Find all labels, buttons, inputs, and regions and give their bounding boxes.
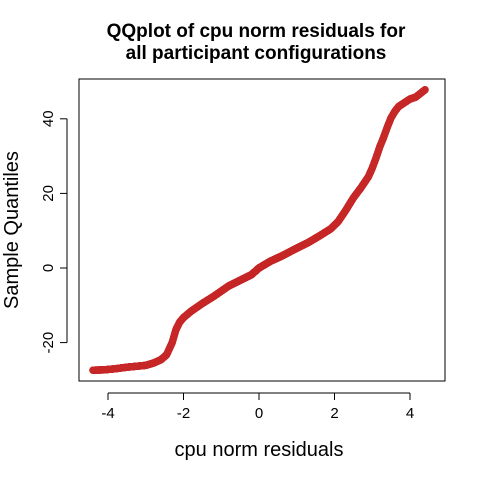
y-tick-label: 0 — [40, 264, 57, 272]
x-axis: -4 -2 0 2 4 — [101, 392, 414, 422]
y-tick-label: 20 — [40, 185, 57, 202]
y-axis-label: Sample Quantiles — [1, 151, 23, 309]
data-point — [421, 86, 429, 94]
x-tick-label: -2 — [177, 405, 190, 422]
x-tick-label: -4 — [101, 405, 114, 422]
plot-frame — [78, 78, 446, 382]
chart-title-line-1: QQplot of cpu norm residuals for — [107, 21, 406, 42]
x-tick-label: 4 — [406, 405, 414, 422]
chart-title-line-2: all participant configurations — [126, 43, 387, 64]
x-tick-label: 0 — [255, 405, 263, 422]
x-tick-label: 2 — [330, 405, 338, 422]
y-tick-label: -20 — [40, 332, 57, 354]
y-tick-label: 40 — [40, 110, 57, 127]
y-axis: -20 0 20 40 — [40, 110, 68, 354]
data-points — [89, 86, 429, 374]
x-axis-label: cpu norm residuals — [175, 439, 344, 461]
